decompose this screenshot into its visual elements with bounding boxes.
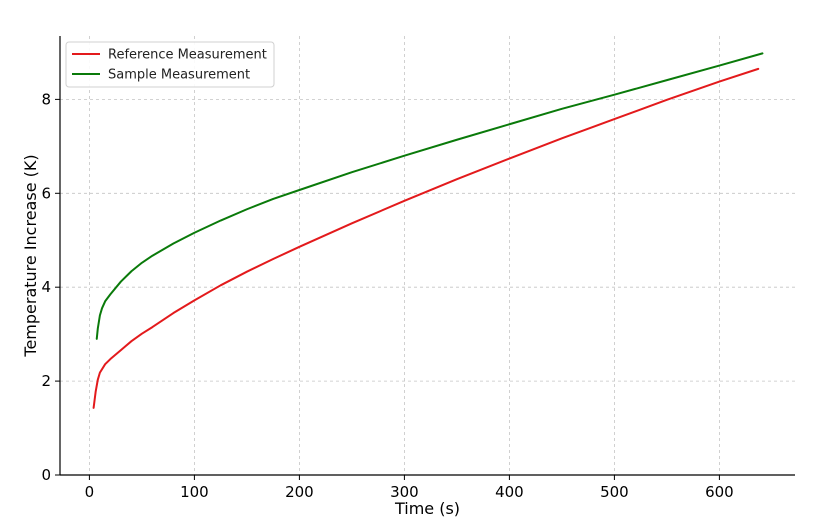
legend-label-reference: Reference Measurement	[108, 48, 267, 63]
y-tick-label: 6	[41, 184, 51, 202]
ticks: 0 100 200 300 400 500 600 0 2 4 6 8	[41, 90, 733, 501]
x-tick-label: 300	[390, 483, 419, 501]
grid	[60, 36, 795, 476]
x-axis-label: Time (s)	[394, 499, 460, 518]
x-tick-label: 0	[85, 483, 95, 501]
axes	[59, 36, 795, 476]
x-tick-label: 200	[285, 483, 314, 501]
y-axis-label: Temperature Increase (K)	[21, 154, 40, 357]
series-lines	[92, 52, 764, 409]
series-line-sample	[95, 52, 764, 340]
x-tick-label: 500	[600, 483, 629, 501]
series-line-reference	[92, 67, 760, 409]
y-tick-label: 2	[41, 372, 51, 390]
x-tick-label: 400	[495, 483, 524, 501]
legend-label-sample: Sample Measurement	[108, 68, 250, 83]
y-tick-label: 8	[41, 90, 51, 108]
legend: Reference Measurement Sample Measurement	[65, 41, 275, 88]
x-tick-label: 100	[180, 483, 209, 501]
legend-box	[65, 41, 275, 88]
y-tick-label: 0	[41, 466, 51, 484]
y-tick-label: 4	[41, 278, 51, 296]
x-tick-label: 600	[705, 483, 734, 501]
